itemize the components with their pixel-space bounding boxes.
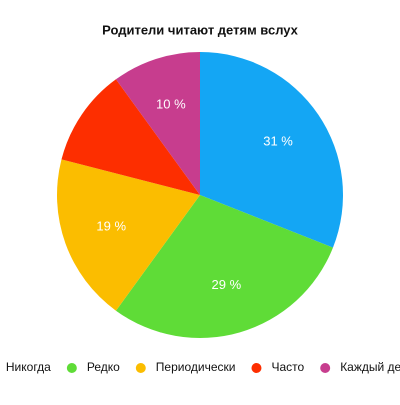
value-label: 31 %	[263, 133, 293, 148]
pie-slice	[61, 79, 200, 195]
value-label: 19 %	[96, 218, 126, 233]
chart-title: Родители читают детям вслух	[102, 22, 299, 37]
pie-slice	[115, 52, 200, 195]
legend-label: Каждый день	[340, 360, 400, 374]
value-label: 10 %	[156, 97, 186, 112]
legend-marker	[320, 363, 331, 373]
legend-label: Никогда	[6, 360, 51, 374]
pie-slice	[57, 159, 200, 311]
legend-marker	[66, 363, 77, 373]
legend-marker	[251, 363, 262, 373]
legend-marker	[135, 363, 146, 373]
legend-label: Редко	[87, 360, 120, 374]
legend-label: Периодически	[156, 360, 236, 374]
pie-slice	[200, 52, 343, 248]
value-label: 29 %	[212, 277, 242, 292]
pie-slice	[115, 195, 333, 339]
legend-label: Часто	[271, 360, 304, 374]
